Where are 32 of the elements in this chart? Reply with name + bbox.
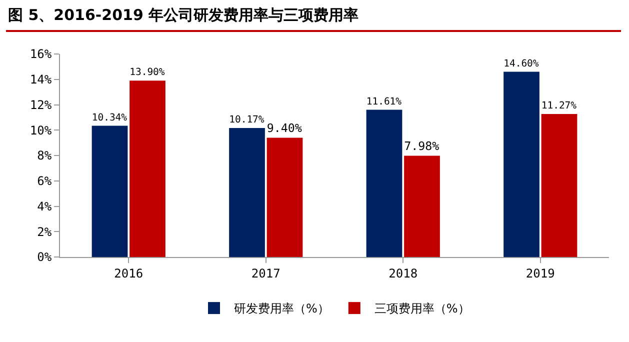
data-label: 14.60% — [504, 58, 539, 70]
bar — [366, 110, 402, 257]
chart-title: 图 5、2016-2019 年公司研发费用率与三项费用率 — [8, 6, 359, 25]
y-tick-label: 8% — [37, 148, 52, 163]
legend-label: 研发费用率（%） — [234, 302, 330, 316]
bar — [92, 126, 128, 257]
legend-label: 三项费用率（%） — [374, 302, 470, 316]
x-tick-label: 2016 — [114, 266, 144, 280]
y-tick-label: 6% — [37, 174, 52, 188]
x-tick-label: 2018 — [388, 266, 418, 280]
y-tick-label: 10% — [30, 123, 52, 138]
data-label: 9.40% — [266, 120, 302, 135]
bar — [504, 72, 540, 257]
bar — [404, 156, 440, 257]
data-label: 13.90% — [130, 67, 165, 78]
data-label: 11.61% — [366, 96, 402, 108]
y-tick-label: 0% — [37, 250, 52, 264]
x-tick-label: 2019 — [526, 266, 555, 280]
data-label: 7.98% — [404, 138, 440, 153]
data-label: 10.17% — [229, 114, 264, 126]
y-tick-label: 14% — [30, 72, 52, 87]
data-label: 10.34% — [92, 112, 128, 124]
y-tick-label: 4% — [37, 199, 52, 214]
y-tick-label: 2% — [37, 224, 52, 239]
bar — [266, 138, 303, 257]
y-tick-label: 16% — [30, 47, 52, 62]
bar — [229, 128, 265, 257]
y-tick-label: 12% — [30, 98, 52, 112]
data-label: 11.27% — [541, 100, 577, 112]
x-tick-label: 2017 — [251, 266, 280, 280]
bar — [541, 114, 578, 257]
bar — [130, 80, 166, 257]
